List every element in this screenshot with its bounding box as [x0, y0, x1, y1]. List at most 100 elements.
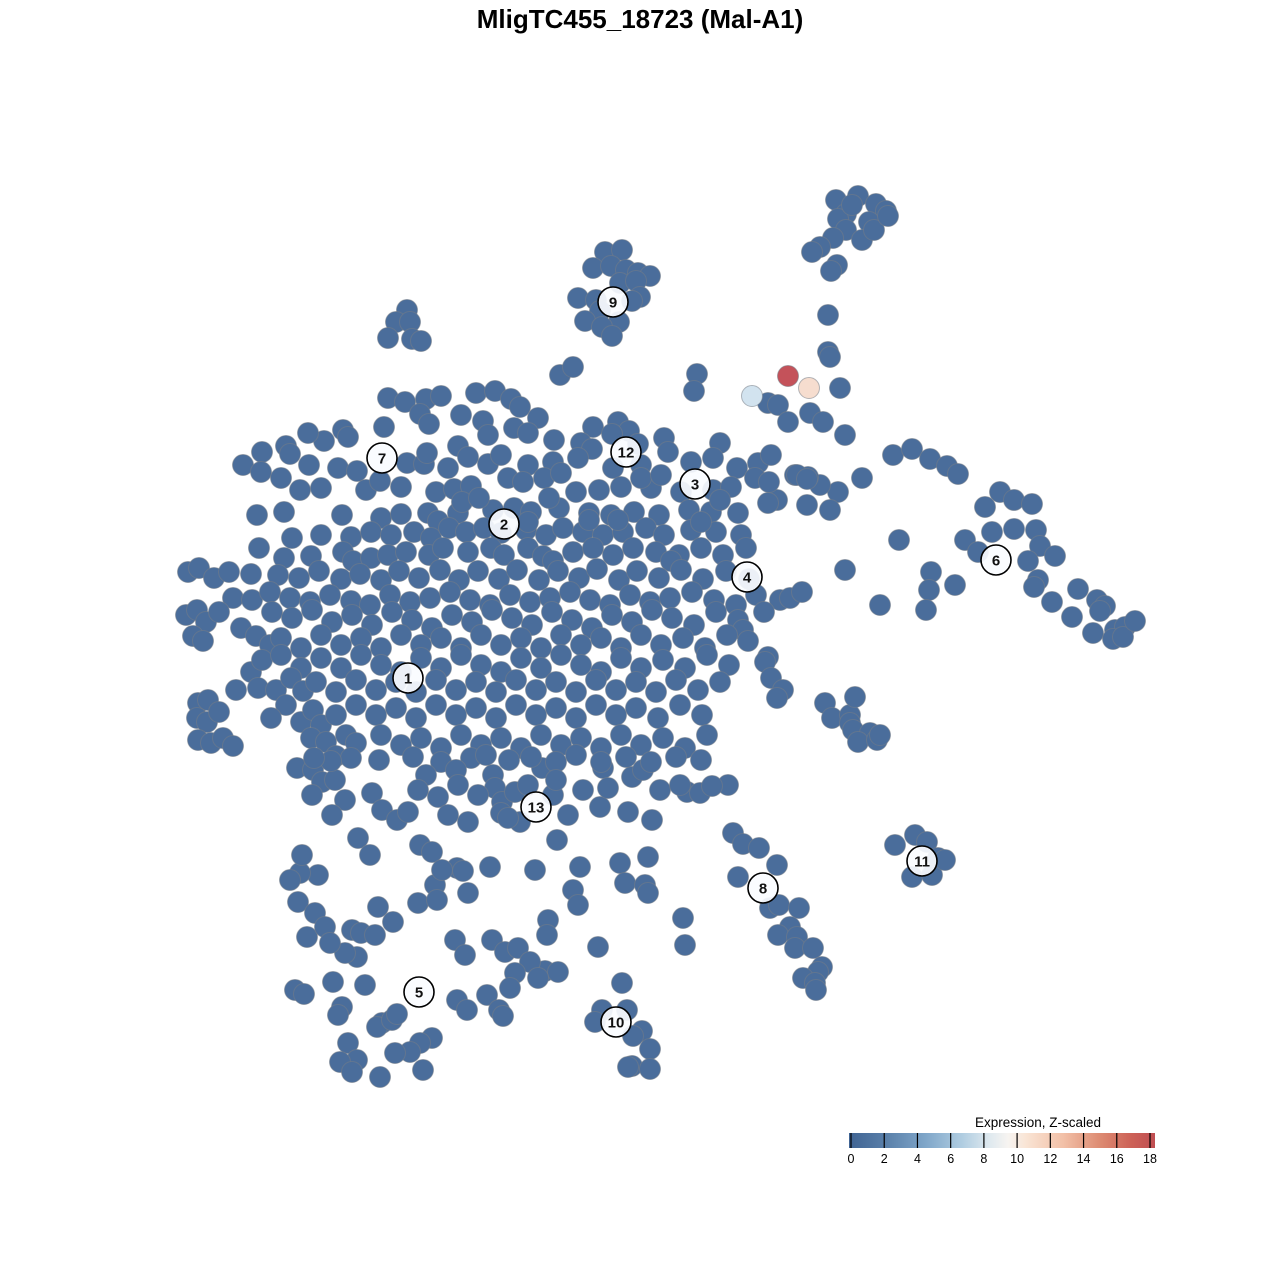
chart-title: MligTC455_18723 (Mal-A1) — [476, 4, 804, 34]
data-point — [702, 447, 724, 469]
data-point — [517, 422, 539, 444]
data-point — [690, 537, 712, 559]
data-point — [248, 537, 270, 559]
data-point — [637, 846, 659, 868]
data-point — [412, 1059, 434, 1081]
data-point — [260, 707, 282, 729]
data-point — [298, 454, 320, 476]
data-point — [1023, 576, 1045, 598]
cluster-label-text: 7 — [378, 451, 386, 468]
data-point — [450, 404, 472, 426]
data-point — [674, 934, 696, 956]
data-point — [251, 649, 273, 671]
data-point — [657, 441, 679, 463]
data-point — [456, 999, 478, 1021]
cluster-label-text: 2 — [500, 517, 508, 534]
cluster-label-10: 10 — [600, 1006, 632, 1038]
cluster-label-circle — [392, 662, 424, 694]
data-point — [639, 1038, 661, 1060]
data-point — [327, 457, 349, 479]
data-point — [373, 416, 395, 438]
data-point — [567, 894, 589, 916]
data-point — [370, 654, 392, 676]
data-point — [512, 471, 534, 493]
data-point — [445, 704, 467, 726]
data-point — [767, 924, 789, 946]
data-point — [812, 411, 834, 433]
legend-tick-label: 14 — [1077, 1152, 1091, 1166]
legend-tick-label: 4 — [914, 1152, 921, 1166]
data-point — [349, 563, 371, 585]
data-point — [488, 568, 510, 590]
data-point — [767, 394, 789, 416]
data-point — [562, 541, 584, 563]
cluster-label-12: 12 — [610, 436, 642, 468]
data-point — [605, 704, 627, 726]
data-point — [557, 804, 579, 826]
data-point — [582, 537, 604, 559]
data-point — [476, 984, 498, 1006]
data-point — [321, 804, 343, 826]
data-point — [877, 205, 899, 227]
data-point — [467, 560, 489, 582]
data-point — [586, 558, 608, 580]
data-point — [386, 1003, 408, 1025]
cluster-label-circle — [731, 561, 763, 593]
data-point — [605, 679, 627, 701]
data-point — [499, 977, 521, 999]
data-point — [354, 974, 376, 996]
data-point — [585, 669, 607, 691]
data-point — [250, 461, 272, 483]
data-point — [570, 654, 592, 676]
data-point — [585, 694, 607, 716]
data-point — [552, 517, 574, 539]
data-point — [465, 697, 487, 719]
data-point — [918, 579, 940, 601]
data-point — [425, 481, 447, 503]
data-point — [541, 601, 563, 623]
data-point — [527, 967, 549, 989]
data-point — [817, 304, 839, 326]
data-point — [401, 609, 423, 631]
data-point — [718, 654, 740, 676]
data-point — [615, 746, 637, 768]
data-point — [467, 784, 489, 806]
data-point — [288, 567, 310, 589]
data-point — [445, 679, 467, 701]
data-point — [429, 559, 451, 581]
data-point — [1112, 626, 1134, 648]
data-point — [330, 634, 352, 656]
data-point — [405, 707, 427, 729]
data-point — [562, 356, 584, 378]
data-point — [1017, 550, 1039, 572]
data-point — [665, 746, 687, 768]
data-point — [452, 860, 474, 882]
data-point — [681, 581, 703, 603]
data-point — [588, 479, 610, 501]
data-point — [365, 679, 387, 701]
cluster-label-11: 11 — [906, 845, 938, 877]
data-point — [753, 601, 775, 623]
data-point — [345, 669, 367, 691]
data-point — [310, 477, 332, 499]
data-point — [530, 724, 552, 746]
data-point — [639, 1058, 661, 1080]
data-point — [648, 567, 670, 589]
data-point — [791, 581, 813, 603]
data-point — [468, 487, 490, 509]
data-point — [308, 560, 330, 582]
data-point — [530, 657, 552, 679]
data-point — [550, 462, 572, 484]
data-point — [208, 701, 230, 723]
cluster-label-text: 10 — [608, 1015, 625, 1032]
data-point — [430, 627, 452, 649]
data-point — [652, 727, 674, 749]
data-point — [361, 782, 383, 804]
data-point — [805, 979, 827, 1001]
data-point — [619, 584, 641, 606]
data-point — [251, 441, 273, 463]
expression-point — [798, 377, 820, 399]
data-point — [490, 444, 512, 466]
data-point — [1067, 578, 1089, 600]
